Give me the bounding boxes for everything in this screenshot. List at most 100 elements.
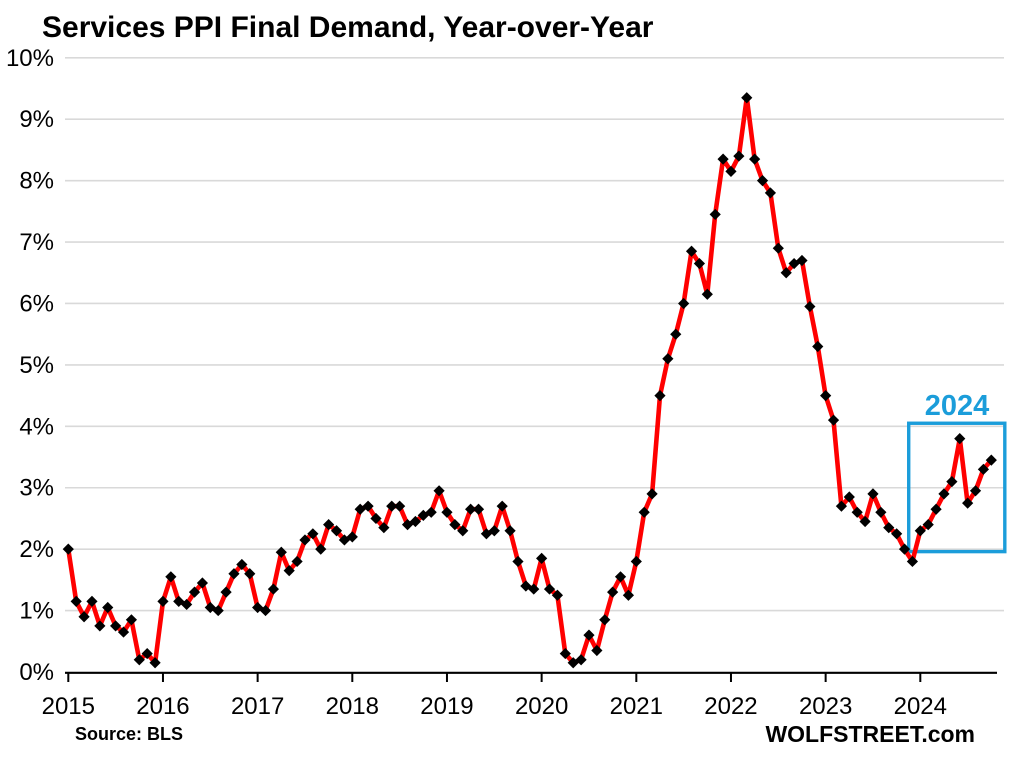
y-tick-label: 8% [19, 168, 54, 195]
data-point-marker [528, 583, 540, 595]
data-point-marker [772, 242, 784, 254]
y-tick-label: 4% [19, 413, 54, 440]
data-point-marker [536, 552, 548, 564]
data-point-marker [117, 626, 130, 638]
data-point-marker [283, 565, 295, 577]
data-point-marker [946, 475, 958, 488]
data-point-marker [417, 509, 429, 521]
data-point-marker [741, 92, 753, 104]
x-tick-label: 2017 [231, 693, 284, 720]
x-tick-label: 2023 [799, 693, 852, 720]
data-point-marker [851, 506, 863, 518]
data-point-marker [875, 506, 887, 518]
data-point-marker [472, 503, 485, 515]
data-point-marker [591, 644, 603, 657]
data-point-marker [930, 503, 942, 515]
data-point-marker [938, 488, 950, 500]
data-point-marker [512, 555, 524, 568]
data-point-marker [725, 165, 737, 178]
data-point-marker [575, 654, 587, 666]
data-point-marker [149, 657, 161, 669]
x-tick-label: 2015 [42, 693, 95, 720]
data-point-marker [488, 525, 500, 537]
data-point-marker [867, 488, 879, 500]
data-point-marker [898, 543, 911, 555]
data-point-marker [709, 208, 721, 221]
data-point-marker [181, 598, 193, 611]
data-point-marker [630, 555, 642, 568]
x-tick-label: 2020 [515, 693, 568, 720]
data-point-marker [764, 187, 777, 199]
data-point-marker [835, 500, 848, 512]
data-point-marker [820, 390, 832, 402]
data-point-marker [543, 583, 556, 595]
data-point-marker [125, 614, 138, 626]
data-point-marker [394, 500, 406, 512]
data-point-marker [701, 288, 713, 300]
data-point-marker [401, 518, 414, 531]
y-tick-label: 0% [19, 659, 54, 686]
data-point-marker [717, 153, 729, 165]
data-point-marker [157, 595, 169, 607]
data-point-marker [678, 297, 690, 310]
data-point-marker [954, 433, 966, 445]
y-axis-labels: 0% 1% 2% 3% 4% 5% 6% 7% 8% 9% 10% [6, 45, 54, 686]
data-point-marker [441, 506, 453, 518]
data-point-marker [204, 601, 216, 614]
data-point-marker [883, 522, 895, 534]
data-point-marker [749, 153, 761, 165]
chart-title: Services PPI Final Demand, Year-over-Yea… [42, 11, 654, 44]
data-point-marker [102, 601, 114, 614]
data-point-marker [236, 558, 248, 571]
data-point-marker [559, 647, 571, 660]
data-point-marker [323, 518, 335, 531]
data-point-marker [638, 506, 650, 518]
data-point-marker [244, 568, 256, 580]
data-point-marker [141, 647, 153, 660]
data-point-marker [212, 604, 224, 617]
data-point-marker [346, 531, 358, 543]
gridlines [65, 56, 1004, 612]
data-point-marker [804, 300, 816, 313]
data-point-marker [756, 175, 769, 187]
data-point-marker [275, 546, 287, 558]
data-point-marker [670, 328, 682, 340]
data-point-marker [299, 534, 311, 546]
data-point-marker [228, 568, 240, 580]
y-tick-label: 2% [19, 536, 54, 563]
data-point-marker [693, 257, 706, 270]
data-point-marker [496, 500, 508, 512]
data-point-marker [685, 245, 698, 257]
ppi-series-line [66, 95, 994, 666]
data-point-marker [827, 414, 840, 426]
data-point-marker [583, 629, 595, 641]
source-label: Source: BLS [75, 724, 183, 744]
y-tick-label: 10% [6, 45, 54, 72]
x-axis [65, 671, 997, 682]
x-tick-label: 2019 [420, 693, 473, 720]
data-point-marker [386, 500, 398, 512]
data-point-marker [378, 522, 390, 534]
data-point-marker [409, 515, 422, 528]
x-tick-label: 2021 [610, 693, 663, 720]
data-point-marker [962, 497, 974, 509]
y-tick-label: 9% [19, 106, 54, 133]
data-point-marker [259, 604, 272, 617]
data-point-marker [859, 515, 871, 528]
data-point-marker [891, 528, 903, 540]
data-point-marker [86, 595, 98, 607]
data-point-marker [646, 488, 658, 500]
y-tick-label: 5% [19, 352, 54, 379]
data-point-marker [433, 485, 445, 497]
y-tick-label: 1% [19, 598, 54, 625]
data-point-marker [330, 525, 343, 537]
y-tick-label: 6% [19, 290, 54, 317]
data-point-marker [914, 525, 926, 537]
data-point-marker [252, 601, 264, 614]
data-point-marker [922, 518, 934, 531]
data-point-marker [370, 512, 382, 525]
highlight-label-2024: 2024 [925, 390, 990, 422]
x-tick-label: 2022 [704, 693, 757, 720]
data-point-marker [733, 150, 745, 162]
